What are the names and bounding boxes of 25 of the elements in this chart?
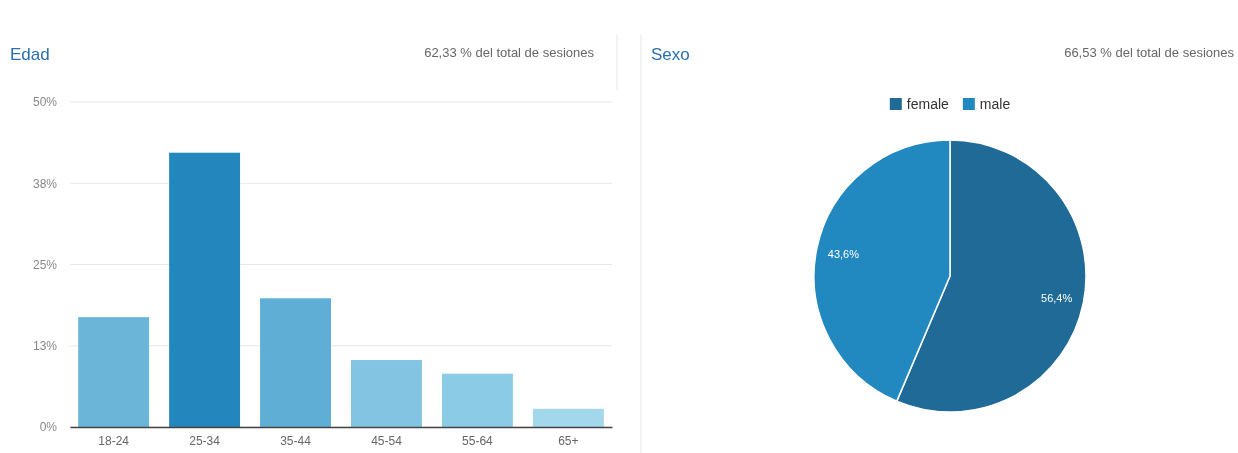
x-tick-label: 35-44: [280, 433, 312, 448]
legend-label: male: [979, 96, 1011, 112]
data-label: 43,6%: [827, 248, 860, 261]
y-tick-label: 25%: [32, 257, 58, 272]
bar: [351, 360, 422, 427]
bar: [441, 373, 513, 427]
x-tick-label: 18-24: [98, 433, 130, 448]
chart-title: Edad: [10, 45, 50, 64]
x-tick-label: 55-64: [462, 433, 494, 448]
bar: [169, 152, 241, 427]
x-tick-label: 45-54: [371, 433, 403, 448]
x-tick-label: 65+: [558, 433, 579, 448]
x-tick-label: 25-34: [189, 433, 221, 448]
y-tick-label: 50%: [32, 95, 58, 110]
bar: [532, 408, 604, 427]
y-tick-label: 0%: [39, 420, 58, 435]
text: Sexo: [651, 45, 690, 64]
bar: [78, 317, 150, 427]
data-label: 56,4%: [1041, 291, 1073, 304]
text: 66,53 % del total de sesiones: [1064, 45, 1235, 60]
legend-label: female: [906, 96, 950, 112]
chart-subtitle: 62,33 % del total de sesiones: [424, 45, 595, 60]
bar: [260, 298, 331, 427]
y-tick-label: 13%: [32, 339, 58, 354]
y-tick-label: 38%: [32, 176, 58, 191]
